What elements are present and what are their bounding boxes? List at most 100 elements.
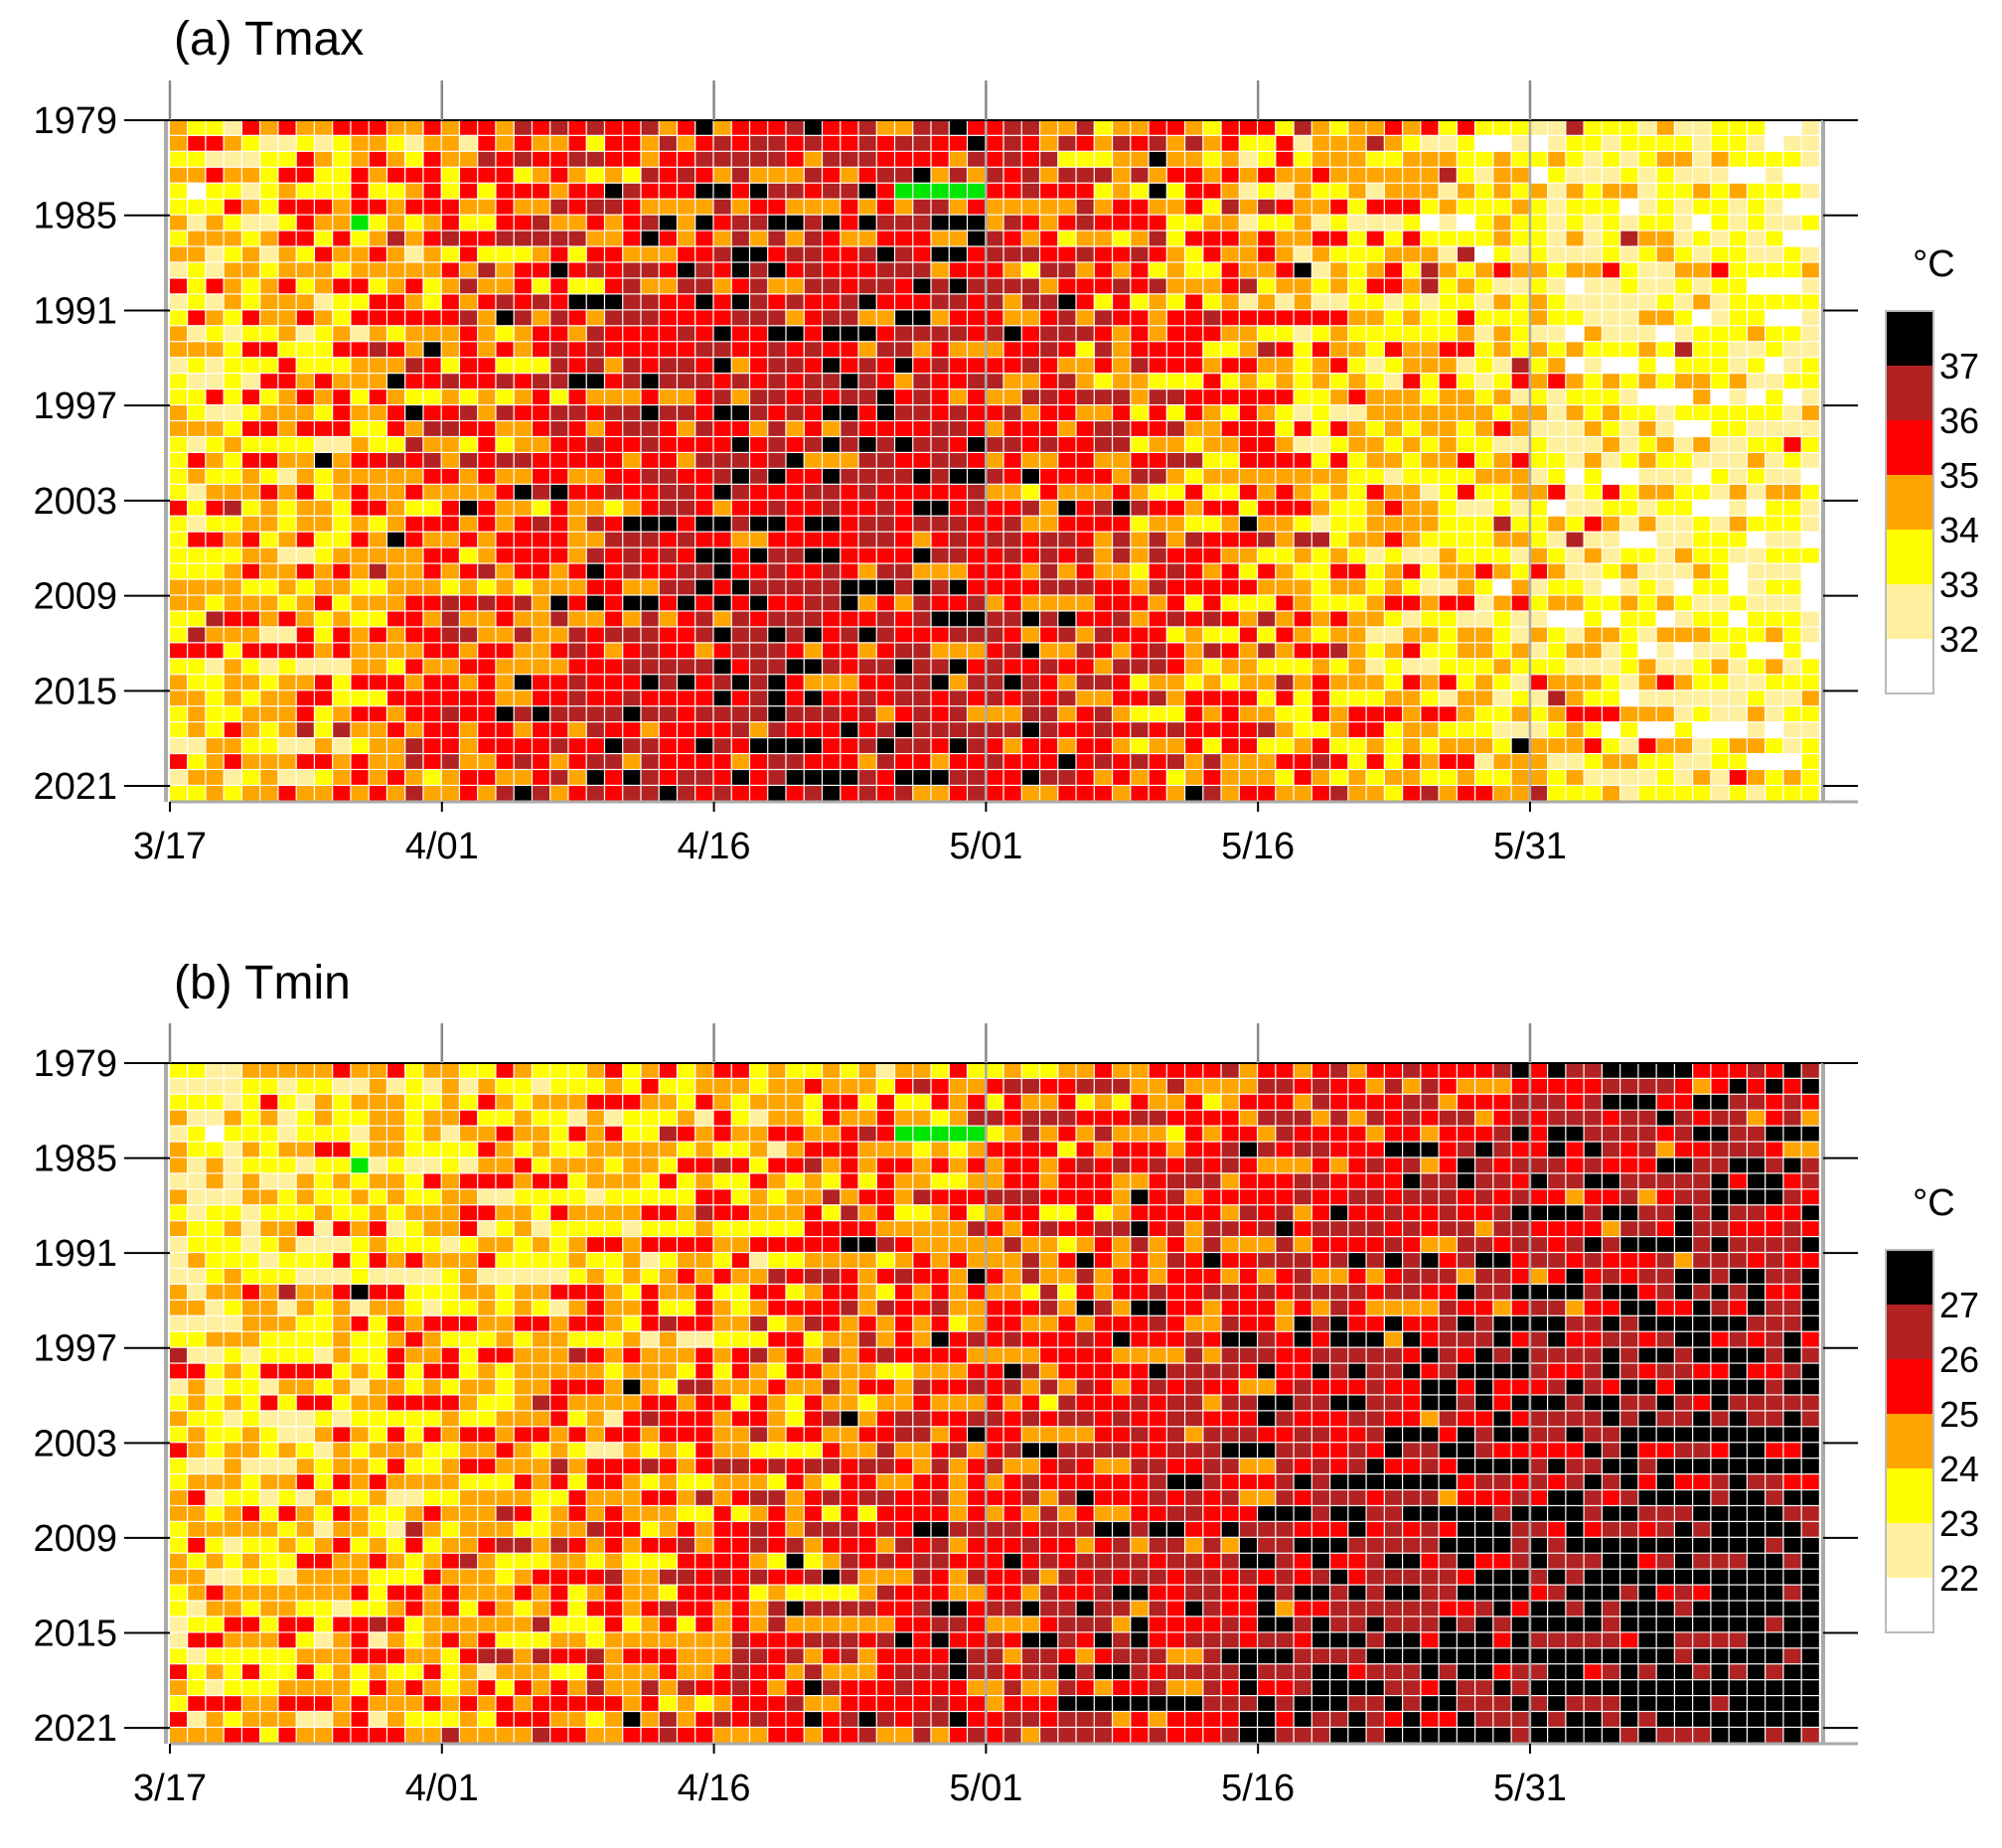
- heatmap-cell: [605, 342, 622, 357]
- heatmap-cell: [1403, 1205, 1420, 1220]
- heatmap-cell: [1675, 1158, 1692, 1173]
- heatmap-cell: [1748, 184, 1765, 199]
- heatmap-cell: [986, 1111, 1002, 1126]
- heatmap-cell: [1095, 310, 1112, 325]
- heatmap-cell: [1367, 786, 1384, 801]
- heatmap-cell: [533, 294, 549, 309]
- heatmap-cell: [497, 1095, 514, 1110]
- heatmap-cell: [913, 501, 930, 516]
- heatmap-cell: [1530, 1158, 1547, 1173]
- heatmap-cell: [623, 517, 640, 532]
- heatmap-cell: [1295, 1205, 1311, 1220]
- heatmap-cell: [750, 754, 767, 769]
- heatmap-cell: [1004, 1127, 1021, 1142]
- heatmap-cell: [1657, 659, 1674, 674]
- heatmap-cell: [1095, 263, 1112, 278]
- heatmap-cell: [260, 1189, 277, 1204]
- heatmap-cell: [678, 580, 694, 595]
- heatmap-cell: [460, 596, 477, 611]
- heatmap-cell: [1548, 184, 1565, 199]
- heatmap-cell: [895, 374, 912, 388]
- heatmap-cell: [1385, 564, 1402, 579]
- heatmap-cell: [405, 405, 422, 420]
- heatmap-cell: [1330, 596, 1347, 611]
- heatmap-cell: [242, 738, 259, 753]
- heatmap-cell: [1730, 263, 1747, 278]
- heatmap-cell: [1367, 1189, 1384, 1204]
- heatmap-cell: [732, 136, 749, 151]
- heatmap-cell: [1095, 168, 1112, 183]
- heatmap-cell: [1458, 453, 1474, 468]
- heatmap-cell: [1675, 1174, 1692, 1189]
- heatmap-cell: [768, 738, 785, 753]
- heatmap-cell: [1512, 263, 1529, 278]
- heatmap-cell: [805, 770, 822, 785]
- heatmap-cell: [1385, 722, 1402, 737]
- heatmap-cell: [695, 168, 712, 183]
- heatmap-cell: [1585, 548, 1602, 563]
- heatmap-cell: [424, 1079, 441, 1094]
- heatmap-cell: [1475, 754, 1492, 769]
- heatmap-cell: [1566, 405, 1583, 420]
- colorbar-unit: °C: [1913, 243, 1955, 285]
- heatmap-cell: [1203, 485, 1220, 500]
- heatmap-cell: [242, 596, 259, 611]
- heatmap-cell: [1058, 722, 1075, 737]
- heatmap-cell: [387, 612, 404, 627]
- heatmap-cell: [242, 421, 259, 436]
- heatmap-cell: [1295, 216, 1311, 231]
- heatmap-cell: [207, 659, 224, 674]
- heatmap-cell: [1095, 374, 1112, 388]
- heatmap-cell: [1585, 294, 1602, 309]
- heatmap-cell: [1058, 1063, 1075, 1078]
- heatmap-cell: [1022, 786, 1039, 801]
- heatmap-cell: [932, 1095, 949, 1110]
- heatmap-cell: [1766, 263, 1782, 278]
- heatmap-cell: [968, 691, 985, 705]
- heatmap-cell: [823, 231, 840, 246]
- heatmap-cell: [1730, 342, 1747, 357]
- heatmap-cell: [1530, 770, 1547, 785]
- heatmap-cell: [805, 421, 822, 436]
- heatmap-cell: [1077, 453, 1094, 468]
- heatmap-cell: [1312, 628, 1329, 643]
- heatmap-cell: [1348, 722, 1365, 737]
- heatmap-cell: [678, 722, 694, 737]
- heatmap-cell: [533, 184, 549, 199]
- heatmap-cell: [1113, 453, 1130, 468]
- heatmap-cell: [605, 1205, 622, 1220]
- heatmap-cell: [550, 326, 567, 341]
- heatmap-cell: [188, 1095, 205, 1110]
- heatmap-cell: [587, 564, 604, 579]
- heatmap-cell: [1566, 786, 1583, 801]
- heatmap-cell: [550, 596, 567, 611]
- heatmap-cell: [841, 342, 857, 357]
- heatmap-cell: [913, 263, 930, 278]
- heatmap-cell: [1403, 374, 1420, 388]
- heatmap-cell: [1512, 405, 1529, 420]
- heatmap-cell: [550, 216, 567, 231]
- heatmap-cell: [442, 533, 459, 547]
- heatmap-cell: [1095, 1095, 1112, 1110]
- heatmap-cell: [1620, 533, 1637, 547]
- heatmap-cell: [1150, 786, 1166, 801]
- heatmap-cell: [932, 548, 949, 563]
- heatmap-cell: [623, 421, 640, 436]
- heatmap-cell: [352, 1143, 369, 1157]
- heatmap-cell: [550, 184, 567, 199]
- heatmap-cell: [1440, 548, 1457, 563]
- heatmap-cell: [424, 596, 441, 611]
- heatmap-cell: [1240, 596, 1257, 611]
- heatmap-cell: [895, 358, 912, 373]
- heatmap-cell: [732, 184, 749, 199]
- heatmap-cell: [1748, 485, 1765, 500]
- heatmap-cell: [950, 342, 967, 357]
- heatmap-cell: [1693, 1095, 1710, 1110]
- heatmap-cell: [1675, 294, 1692, 309]
- heatmap-cell: [660, 485, 677, 500]
- heatmap-cell: [859, 738, 876, 753]
- heatmap-cell: [405, 326, 422, 341]
- heatmap-cell: [787, 294, 804, 309]
- heatmap-cell: [1222, 485, 1239, 500]
- heatmap-cell: [460, 1063, 477, 1078]
